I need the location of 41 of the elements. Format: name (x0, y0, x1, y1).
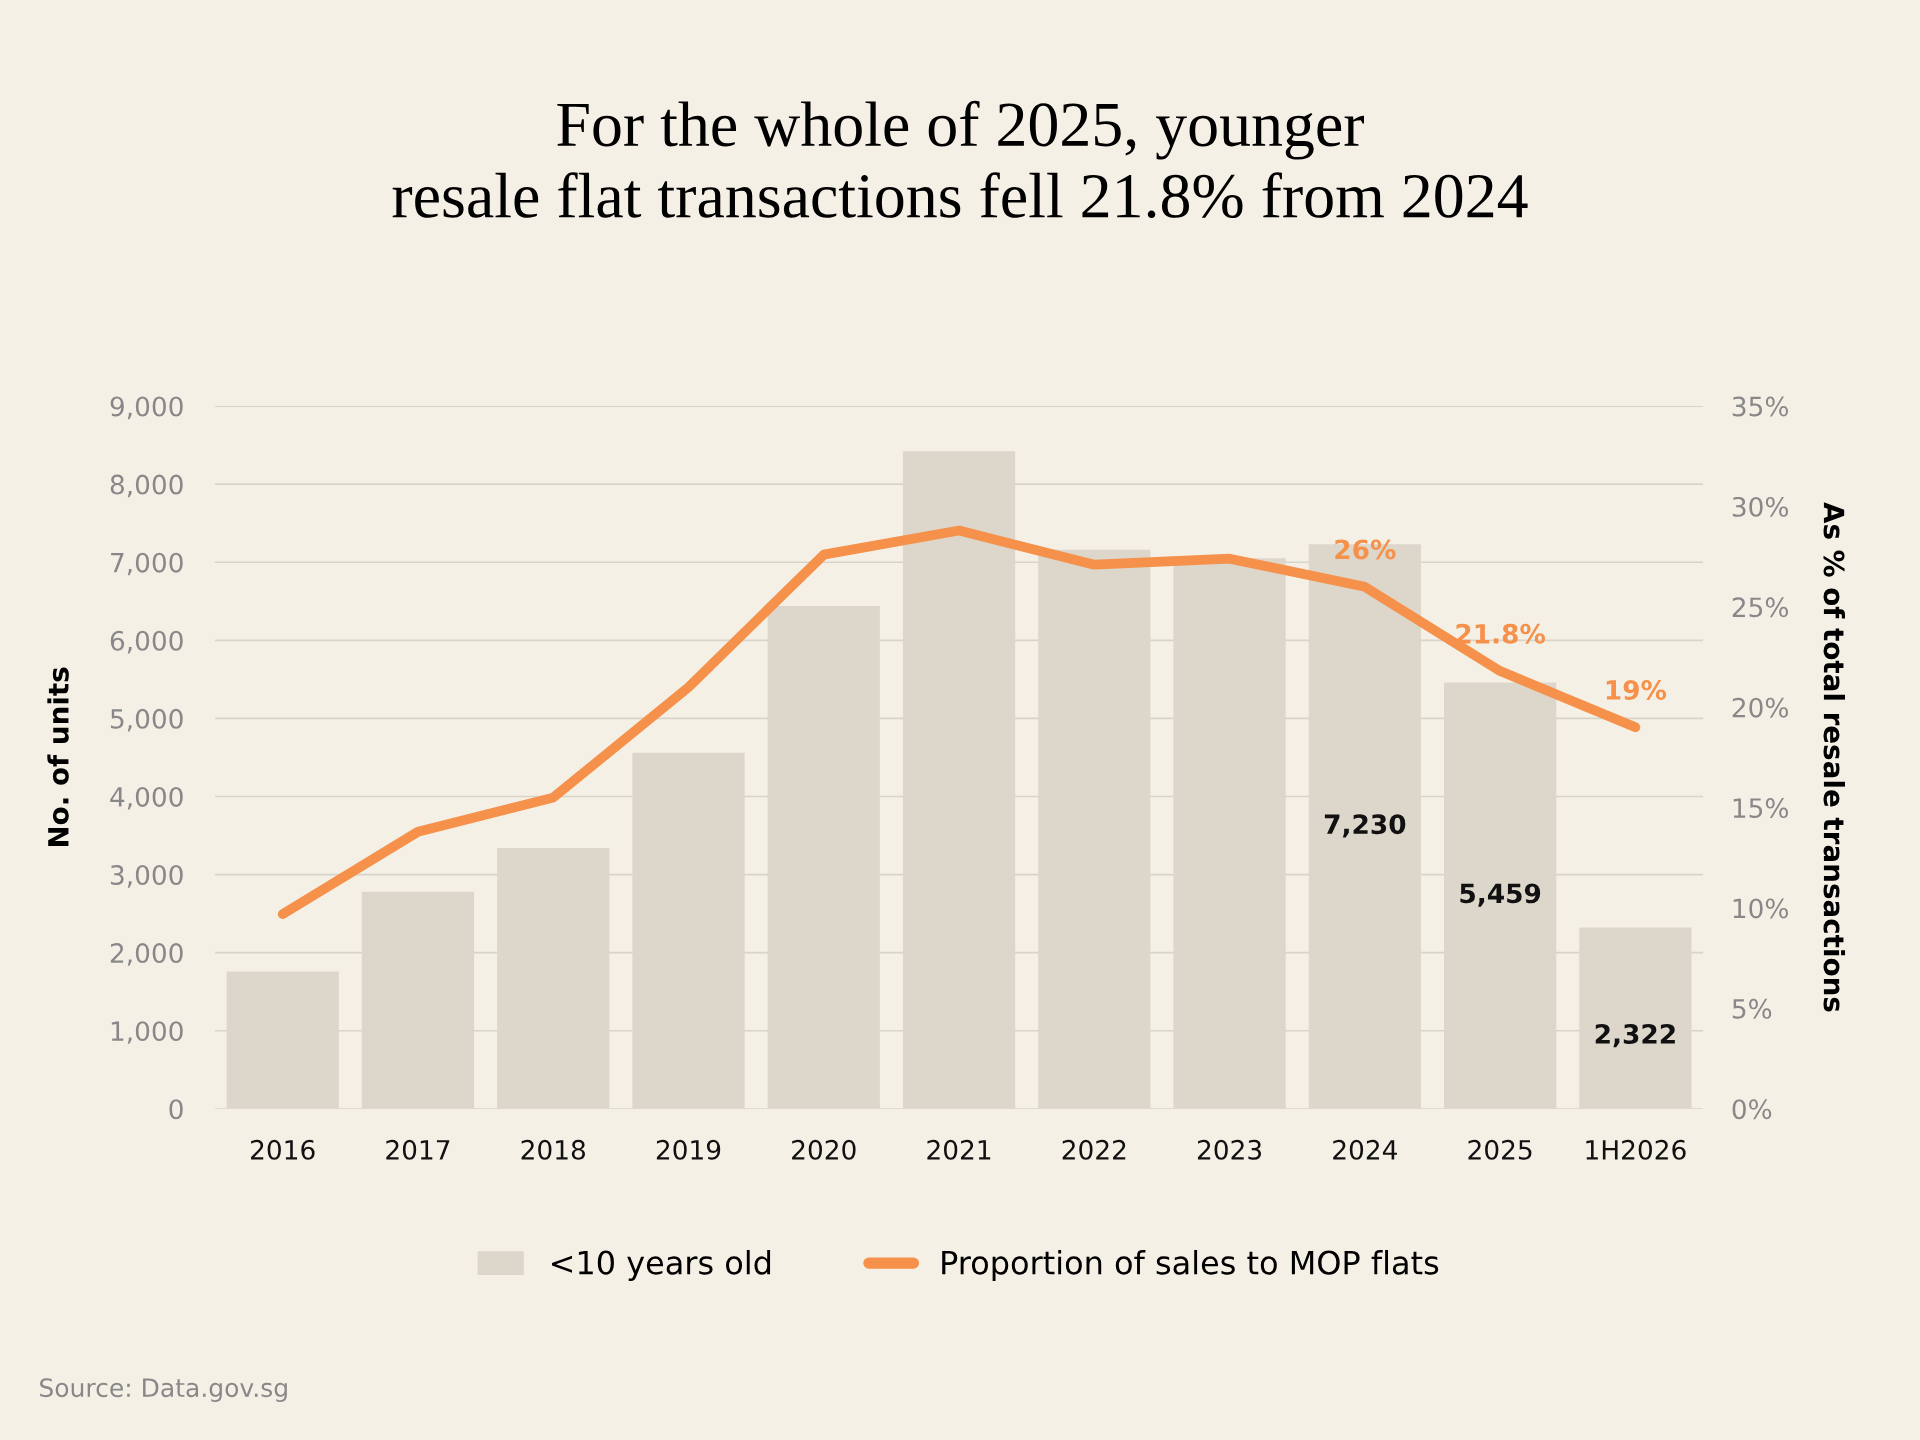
y-tick-label: 0 (169, 1099, 183, 1120)
y-tick-label: 8,000 (110, 474, 183, 498)
x-tick-label: 2022 (1062, 1139, 1126, 1160)
x-tick-label: 2025 (1468, 1139, 1532, 1160)
y2-tick-label: 5% (1732, 998, 1772, 1019)
x-tick-label: 1H2026 (1586, 1139, 1686, 1160)
y-axis-title: No. of units (47, 667, 69, 847)
y2-tick-label: 25% (1732, 597, 1789, 618)
x-tick-label: 2017 (386, 1139, 450, 1160)
chart-title: For the whole of 2025, younger resale flat transactions fell 21.8% from 2024 (392, 100, 1528, 219)
x-tick-label: 2021 (927, 1139, 991, 1160)
x-tick-label: 2016 (251, 1139, 315, 1160)
y2-tick-label: 15% (1733, 798, 1789, 819)
y2-tick-label: 35% (1732, 396, 1789, 417)
data-label: 19% (1606, 680, 1667, 700)
data-label: 2,322 (1595, 1023, 1675, 1048)
y-tick-label: 7,000 (111, 552, 183, 576)
y-tick-label: 3,000 (110, 865, 183, 888)
data-label: 26% (1335, 539, 1396, 560)
y-tick-label: 4,000 (110, 786, 183, 810)
x-tick-label: 2018 (521, 1139, 585, 1160)
data-label: 21.8% (1456, 623, 1546, 644)
legend-label: <10 years old (552, 1249, 771, 1281)
x-tick-label: 2020 (792, 1139, 856, 1160)
source-note: Source: Data.gov.sg (40, 1378, 287, 1402)
y-tick-label: 5,000 (110, 708, 183, 732)
x-tick-label: 2024 (1333, 1139, 1397, 1160)
y-tick-label: 2,000 (110, 943, 183, 966)
legend-label: Proportion of sales to MOP flats (942, 1249, 1439, 1281)
y2-tick-label: 10% (1733, 898, 1789, 919)
y-tick-label: 9,000 (110, 396, 183, 420)
x-tick-label: 2019 (656, 1139, 721, 1160)
y2-tick-label: 30% (1732, 496, 1789, 517)
x-tick-label: 2023 (1197, 1139, 1262, 1160)
y-tick-label: 6,000 (110, 630, 183, 654)
y2-tick-label: 0% (1732, 1099, 1772, 1120)
y2-axis-title: As % of total resale transactions (1823, 502, 1846, 1012)
data-label: 5,459 (1460, 883, 1541, 907)
y2-tick-label: 20% (1732, 697, 1789, 718)
data-label: 7,230 (1324, 814, 1406, 838)
y-tick-label: 1,000 (111, 1021, 183, 1044)
